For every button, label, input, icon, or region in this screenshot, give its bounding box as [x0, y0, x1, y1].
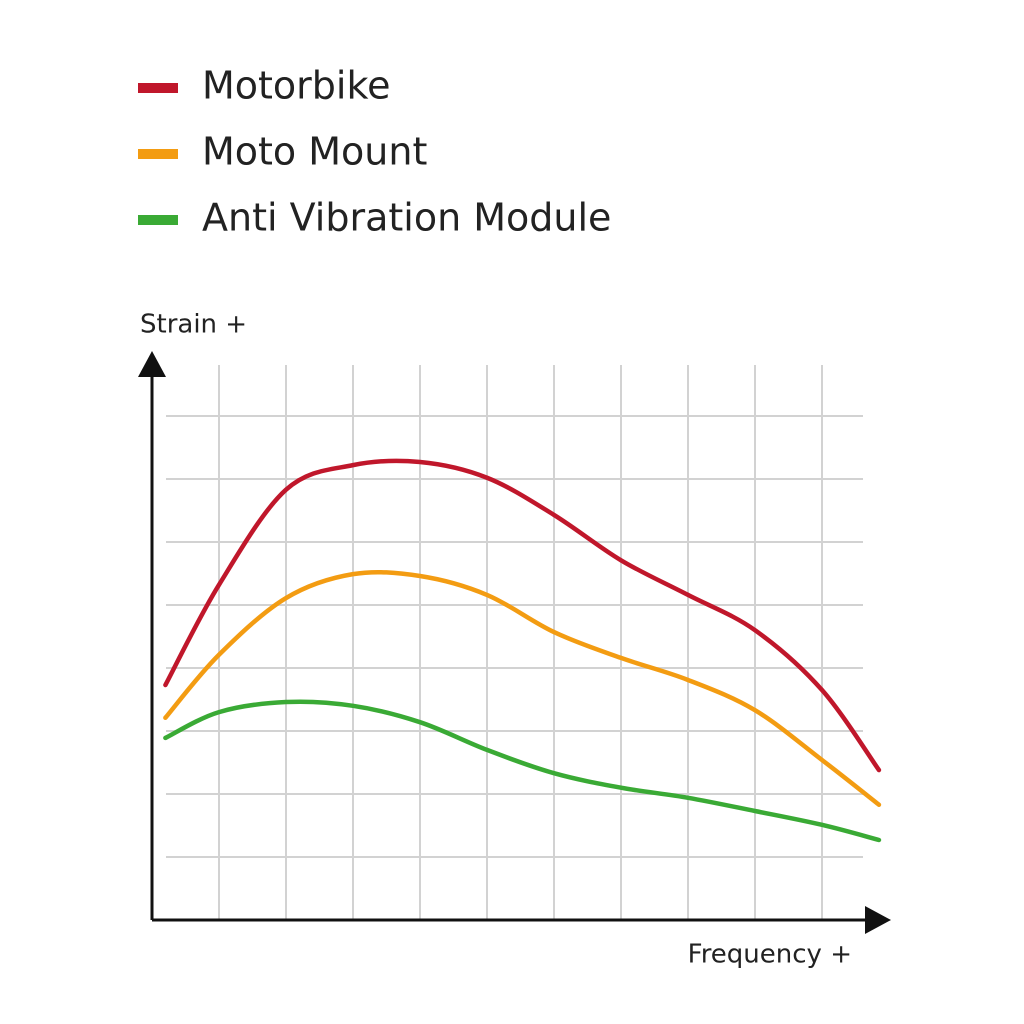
y-axis-label: Strain +	[140, 310, 247, 340]
series-line	[163, 458, 882, 773]
legend-swatch	[138, 149, 178, 159]
series-line	[163, 569, 882, 807]
legend-text: Anti Vibration Module	[202, 196, 611, 240]
series-line	[163, 699, 882, 843]
legend-text: Moto Mount	[202, 130, 427, 174]
x-axis-label: Frequency +	[688, 940, 852, 970]
legend-swatch	[138, 215, 178, 225]
legend-swatch	[138, 83, 178, 93]
y-axis-arrow	[138, 351, 166, 377]
x-axis-arrow	[865, 906, 891, 934]
legend-text: Motorbike	[202, 64, 391, 108]
